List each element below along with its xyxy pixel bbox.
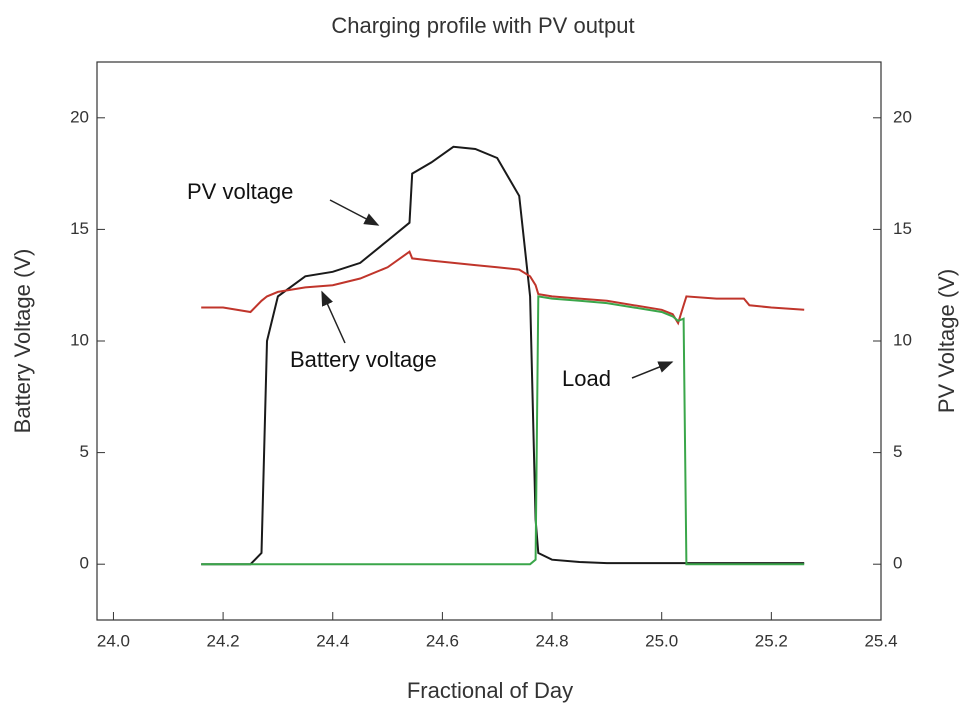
series-line xyxy=(201,250,805,326)
x-tick-label: 24.2 xyxy=(207,631,240,650)
y-tick-label: 10 xyxy=(70,330,89,349)
y2-tick-label: 15 xyxy=(893,219,912,238)
x-tick-label: 25.0 xyxy=(645,631,678,650)
chart-title: Charging profile with PV output xyxy=(331,13,634,38)
x-tick-label: 24.8 xyxy=(536,631,569,650)
series-line xyxy=(201,295,805,566)
x-tick-label: 24.6 xyxy=(426,631,459,650)
plot-frame xyxy=(96,61,882,621)
y2-axis-label: PV Voltage (V) xyxy=(934,269,959,413)
annotation-arrow xyxy=(631,361,674,379)
y2-tick-label: 5 xyxy=(893,442,902,461)
x-tick-label: 24.4 xyxy=(316,631,349,650)
annotation-arrow xyxy=(321,290,346,344)
y2-tick-label: 10 xyxy=(893,330,912,349)
x-tick-label: 25.4 xyxy=(864,631,897,650)
series-annotation: PV voltage xyxy=(187,179,293,204)
annotation-arrow xyxy=(329,199,380,226)
y-tick-label: 0 xyxy=(80,554,89,573)
x-tick-label: 24.0 xyxy=(97,631,130,650)
y-axis-label: Battery Voltage (V) xyxy=(10,249,35,434)
y-tick-label: 5 xyxy=(80,442,89,461)
y-tick-label: 15 xyxy=(70,219,89,238)
x-tick-label: 25.2 xyxy=(755,631,788,650)
y2-tick-label: 0 xyxy=(893,554,902,573)
x-axis-label: Fractional of Day xyxy=(407,678,573,703)
series-annotation: Battery voltage xyxy=(290,347,437,372)
series-annotation: Load xyxy=(562,366,611,391)
y-tick-label: 20 xyxy=(70,107,89,126)
y2-tick-label: 20 xyxy=(893,107,912,126)
